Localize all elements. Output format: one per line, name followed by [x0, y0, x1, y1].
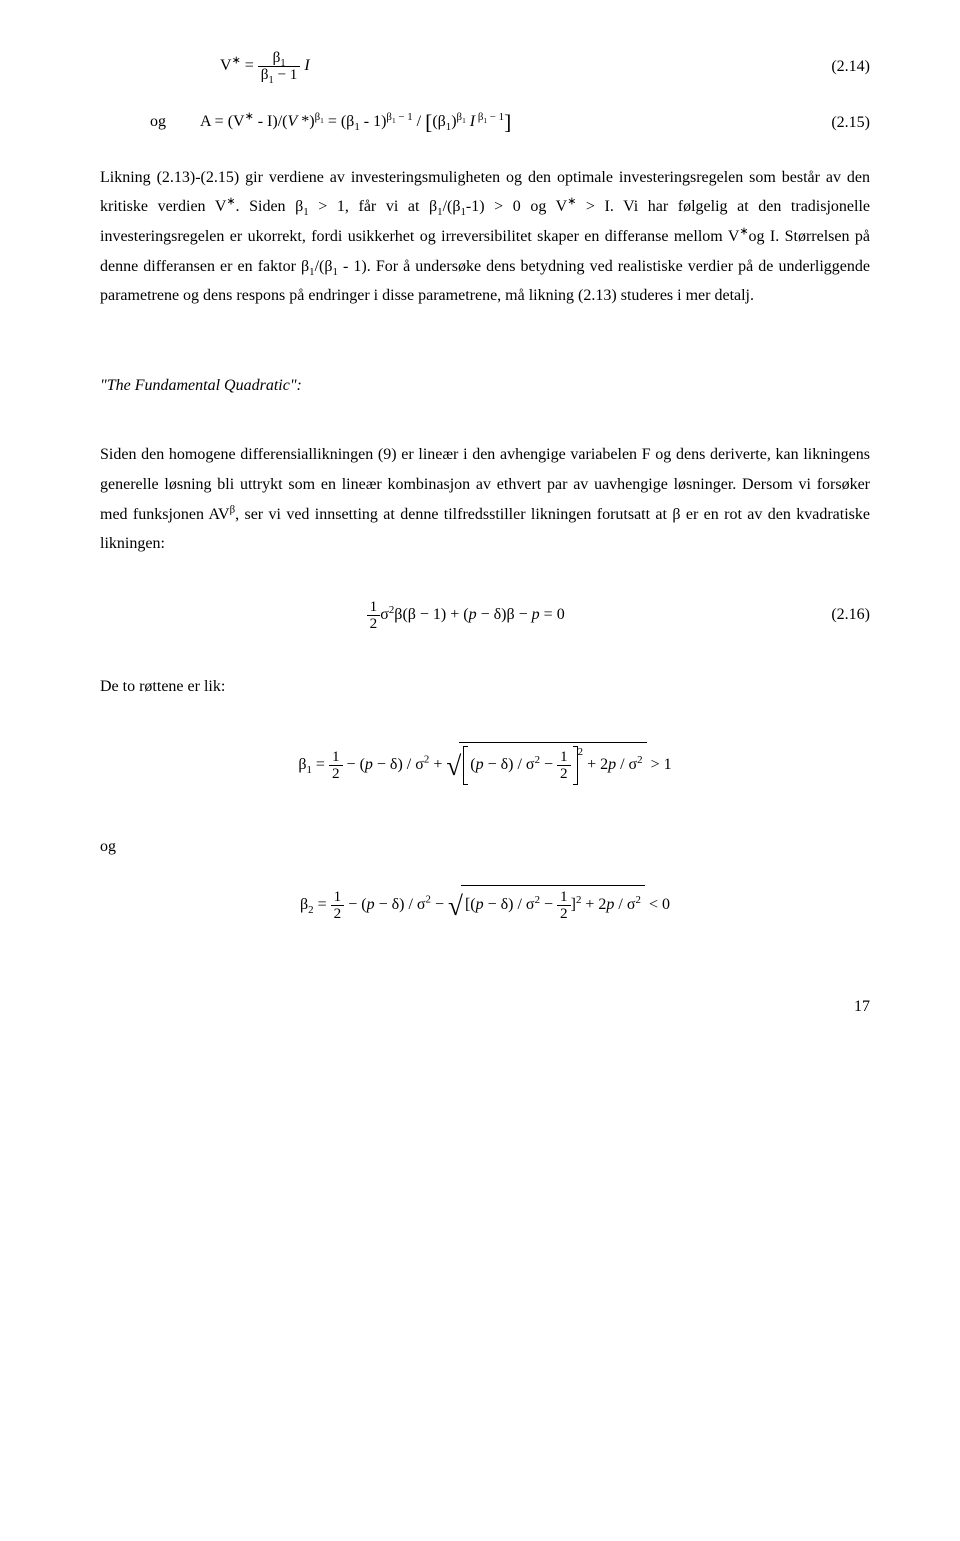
eq-2-15-label: (2.15): [831, 108, 870, 138]
equation-beta-2: β2 = 12 − (p − δ) / σ2 − √[(p − δ) / σ2 …: [100, 881, 870, 931]
eq-2-14-body: V∗ = β1β1 − 1 I: [100, 50, 831, 83]
eq-text: V∗ = β1β1 − 1 I: [220, 57, 310, 74]
paragraph-og: og: [100, 832, 870, 862]
eq-text: A = (V∗ - I)/(V *)β1 = (β1 - 1)β1 − 1 / …: [200, 113, 511, 130]
paragraph-2: Siden den homogene differensiallikningen…: [100, 440, 870, 558]
equation-2-15: og A = (V∗ - I)/(V *)β1 = (β1 - 1)β1 − 1…: [100, 103, 870, 143]
eq-beta-1-body: β1 = 12 − (p − δ) / σ2 + √(p − δ) / σ2 −…: [100, 741, 870, 791]
paragraph-3: De to røttene er lik:: [100, 672, 870, 702]
equation-beta-1: β1 = 12 − (p − δ) / σ2 + √(p − δ) / σ2 −…: [100, 741, 870, 791]
eq-2-15-body: og A = (V∗ - I)/(V *)β1 = (β1 - 1)β1 − 1…: [100, 103, 831, 143]
section-heading: "The Fundamental Quadratic":: [100, 371, 870, 401]
eq-og: og: [150, 113, 166, 130]
eq-2-16-body: 12σ2β(β − 1) + (p − δ)β − p = 0: [100, 599, 831, 632]
equation-2-16: 12σ2β(β − 1) + (p − δ)β − p = 0 (2.16): [100, 599, 870, 632]
page-number: 17: [100, 992, 870, 1022]
eq-beta-2-body: β2 = 12 − (p − δ) / σ2 − √[(p − δ) / σ2 …: [100, 881, 870, 931]
eq-2-16-label: (2.16): [831, 600, 870, 630]
eq-2-14-label: (2.14): [831, 52, 870, 82]
equation-2-14: V∗ = β1β1 − 1 I (2.14): [100, 50, 870, 83]
paragraph-1: Likning (2.13)-(2.15) gir verdiene av in…: [100, 163, 870, 311]
